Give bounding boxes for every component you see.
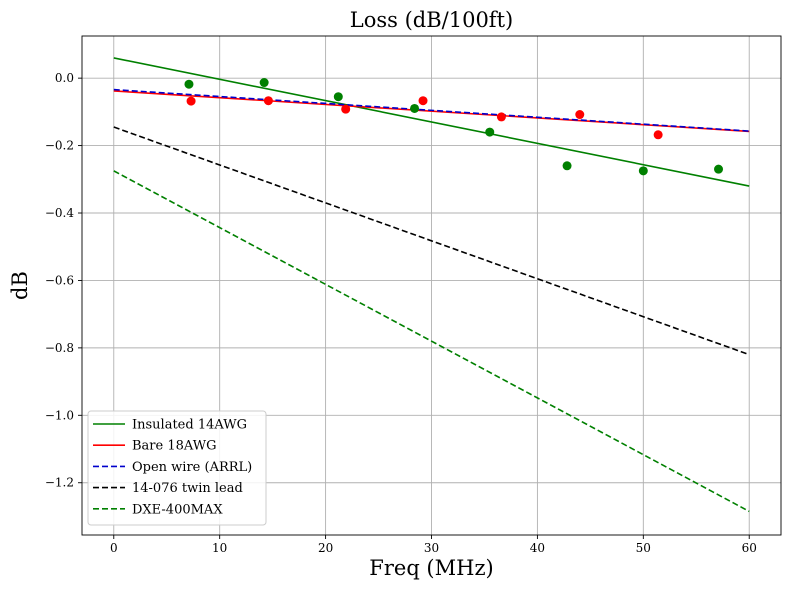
legend: Insulated 14AWG Bare 18AWG Open wire (ARRL… xyxy=(87,410,267,526)
scatter-point xyxy=(653,130,663,140)
x-tick-label: 40 xyxy=(530,541,545,555)
legend-label: Open wire (ARRL) xyxy=(132,460,252,475)
scatter-point xyxy=(575,110,585,120)
series-line-2 xyxy=(113,88,750,132)
scatter-point xyxy=(714,164,724,174)
x-tick-label: 30 xyxy=(424,541,439,555)
y-tick-label: −0.4 xyxy=(45,206,75,220)
x-tick-label: 0 xyxy=(110,541,118,555)
y-tick-label: −0.6 xyxy=(45,273,74,287)
grid xyxy=(82,36,781,535)
y-axis-label: dB xyxy=(8,271,32,300)
scatter-point xyxy=(184,79,194,89)
scatter-point xyxy=(259,78,269,88)
legend-label: 14-076 twin lead xyxy=(132,481,243,496)
scatter-point xyxy=(418,96,428,106)
scatter-point xyxy=(638,166,648,176)
y-tick-label: −0.8 xyxy=(45,341,74,355)
x-tick-label: 10 xyxy=(212,541,227,555)
x-axis-label: Freq (MHz) xyxy=(369,556,493,580)
scatter-point xyxy=(485,127,495,137)
y-tick-label: −1.2 xyxy=(45,476,74,490)
scatter-point xyxy=(562,161,572,171)
series-line-1 xyxy=(113,90,750,133)
ticks: 0 10 20 30 40 50 60 0.0 −0.2 −0.4 −0.6 −0.8 −1.0 −1.2 xyxy=(45,71,757,555)
chart-title: Loss (dB/100ft) xyxy=(350,8,513,32)
x-tick-label: 20 xyxy=(318,541,333,555)
scatter-point xyxy=(263,96,273,106)
scatter-point xyxy=(333,92,343,102)
plot-points xyxy=(184,78,724,176)
y-tick-label: −1.0 xyxy=(45,408,74,422)
legend-box xyxy=(87,410,267,526)
scatter-point xyxy=(341,104,351,114)
series-line-3 xyxy=(113,126,750,356)
y-tick-label: 0.0 xyxy=(55,71,74,85)
legend-label: Bare 18AWG xyxy=(132,439,217,454)
x-tick-label: 60 xyxy=(742,541,757,555)
scatter-point xyxy=(496,112,506,122)
scatter-point xyxy=(410,103,420,113)
x-tick-label: 50 xyxy=(636,541,651,555)
legend-label: DXE-400MAX xyxy=(132,502,223,517)
y-tick-label: −0.2 xyxy=(45,139,74,153)
series-line-4 xyxy=(113,170,750,513)
legend-label: Insulated 14AWG xyxy=(132,418,247,433)
plot-lines xyxy=(113,57,750,513)
series-line-0 xyxy=(113,57,750,187)
scatter-point xyxy=(186,96,196,106)
